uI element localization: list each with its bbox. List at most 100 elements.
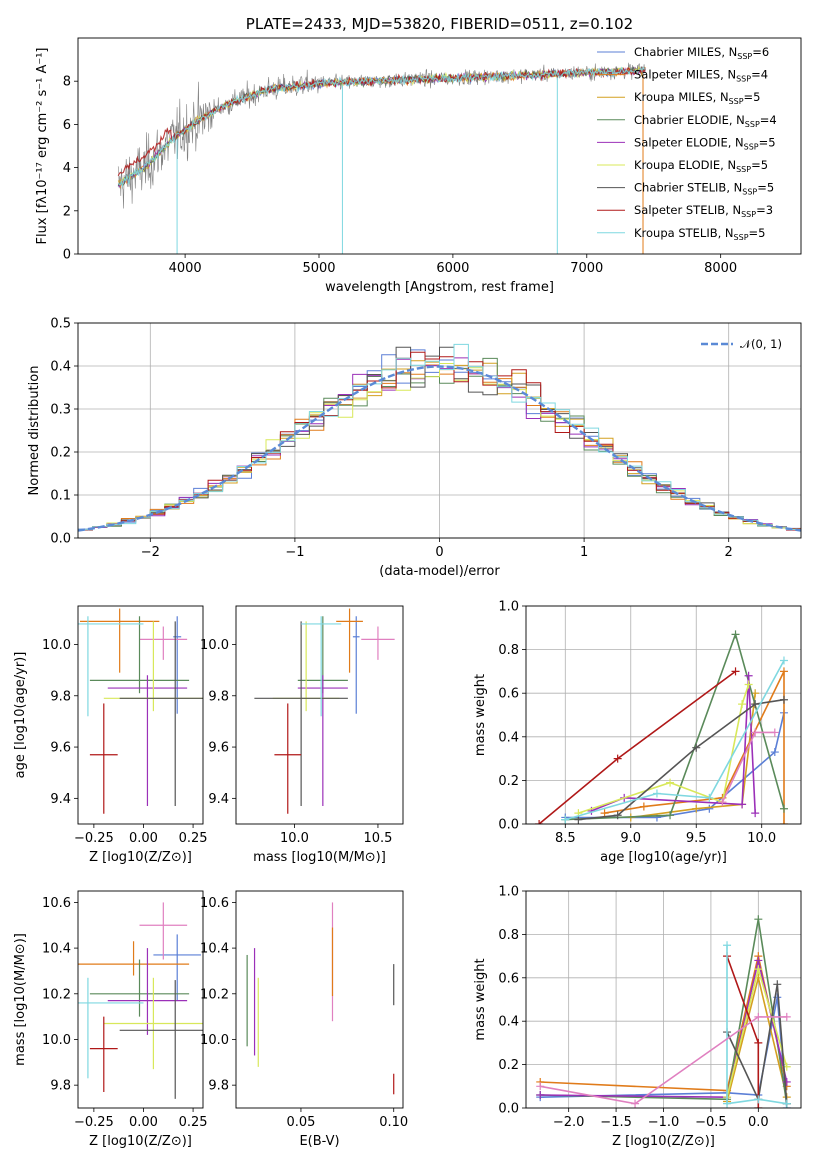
weight-marker (652, 813, 661, 822)
data-layer-5 (78, 902, 203, 1099)
x-axis-label: mass [log10(M/M⊙)] (253, 850, 386, 865)
weight-marker (779, 695, 788, 704)
x-tick-label: −1 (285, 545, 304, 560)
weight-marker (770, 728, 779, 737)
legend-n: =3 (756, 203, 773, 217)
x-tick-label: 0 (435, 545, 443, 560)
weight-marker (705, 793, 714, 802)
y-tick-label: 4 (63, 161, 71, 176)
data-layer-2 (78, 608, 203, 814)
y-axis-label: Flux [fλ10⁻¹⁷ erg cm⁻² s⁻¹ A⁻¹] (35, 48, 50, 245)
y-tick-label: 10.0 (42, 1033, 71, 1048)
x-tick-label: −2.0 (553, 1115, 585, 1130)
weight-marker (705, 804, 714, 813)
weight-marker (574, 815, 583, 824)
x-tick-label: 0.00 (129, 1115, 158, 1130)
y-tick-label: 0.6 (498, 687, 519, 702)
legend-entry: Kroupa ELODIE, NSSP=5 (634, 158, 768, 174)
weight-marker (666, 811, 675, 820)
weight-marker (666, 778, 675, 787)
weight-marker (723, 1099, 732, 1108)
x-tick-label: 9.5 (686, 831, 707, 846)
panel-5: −0.25 0.00 0.25 9.8 10.0 10.2 10.4 10.6 Z [log10… (13, 890, 208, 1149)
weight-marker (779, 804, 788, 813)
x-tick-label: −0.25 (74, 831, 114, 846)
y-tick-label: 10.4 (200, 942, 229, 957)
legend-model: Kroupa MILES, N (634, 90, 729, 104)
weight-marker (751, 700, 760, 709)
x-axis-label: (data-model)/error (379, 564, 500, 579)
data-layer-3 (254, 608, 395, 814)
weight-line-4 (591, 675, 756, 814)
y-axis-label: Normed distribution (27, 366, 42, 496)
weight-marker (782, 1099, 791, 1108)
panel-7: −2.0 −1.5 −1.0 −0.5 0.0 0.0 0.2 0.4 0.6 0.8 1.0 Z [… (473, 885, 802, 1149)
x-tick-label: 5000 (302, 261, 335, 276)
legend-model: Salpeter MILES, N (634, 68, 736, 82)
legend-sub: SSP (742, 188, 757, 197)
y-tick-label: 9.8 (50, 1079, 71, 1094)
x-tick-label: −2 (141, 545, 160, 560)
weight-marker (536, 1090, 545, 1099)
y-tick-label: 0.8 (498, 643, 519, 658)
model-spectrum-7 (117, 66, 646, 176)
weight-marker (613, 754, 622, 763)
x-tick-label: −0.25 (74, 1115, 114, 1130)
legend-n: =5 (759, 135, 776, 149)
legend-model: Chabrier ELODIE, N (634, 113, 745, 127)
model-spectrum-3 (118, 67, 646, 187)
y-tick-label: 10.0 (42, 638, 71, 653)
y-tick-label: 1.0 (498, 600, 519, 615)
y-tick-label: 10.6 (42, 896, 71, 911)
y-tick-label: 10.0 (200, 1033, 229, 1048)
axes-frame (235, 890, 404, 1109)
weight-marker (639, 802, 648, 811)
y-tick-label: 0.4 (50, 360, 71, 375)
x-tick-label: 10.0 (747, 831, 776, 846)
x-tick-label: 10.0 (280, 831, 309, 846)
weight-marker (731, 667, 740, 676)
y-tick-label: 10.2 (200, 987, 229, 1002)
weight-marker (600, 809, 609, 818)
x-tick-label: −1.0 (648, 1115, 680, 1130)
gaussian-reference-curve (78, 365, 801, 532)
weight-marker (779, 820, 788, 824)
legend-sub: SSP (737, 52, 752, 61)
legend-model: Kroupa STELIB, N (634, 226, 734, 240)
weight-line-8 (565, 660, 785, 821)
weight-marker (751, 809, 760, 818)
legend-model: Salpeter ELODIE, N (634, 135, 744, 149)
x-tick-label: 1 (580, 545, 588, 560)
panel-3: 10.0 10.5 9.4 9.6 9.8 10.0 mass [log10(M/M⊙)] (200, 605, 404, 865)
weight-marker (718, 798, 727, 807)
legend-sub: SSP (741, 210, 756, 219)
y-tick-label: 10.4 (42, 942, 71, 957)
legend-sub: SSP (744, 142, 759, 151)
legend-n: =6 (752, 45, 769, 59)
x-axis-label: age [log10(age/yr)] (600, 850, 727, 865)
y-tick-label: 10.0 (200, 638, 229, 653)
weight-marker (723, 941, 732, 950)
x-tick-label: 10.5 (363, 831, 392, 846)
data-layer-6 (246, 902, 395, 1095)
panel-0: 4000 5000 6000 7000 8000 0 2 4 6 8 wavelength [Ang… (35, 37, 802, 295)
y-tick-label: 0.2 (498, 1058, 519, 1073)
panel-1: −2 −1 0 1 2 0.0 0.1 0.2 0.3 0.4 0.5 (data-model)/er… (27, 317, 802, 579)
weight-marker (773, 980, 782, 989)
weight-marker (754, 1095, 763, 1104)
y-tick-label: 0.2 (498, 774, 519, 789)
axes-frame (235, 605, 404, 825)
y-tick-label: 9.4 (50, 792, 71, 807)
legend-sub: SSP (729, 97, 744, 106)
y-tick-label: 9.6 (50, 741, 71, 756)
weight-line-2 (630, 693, 756, 819)
weight-marker (754, 915, 763, 924)
legend-entry: Chabrier ELODIE, NSSP=4 (634, 113, 777, 129)
weight-marker (692, 743, 701, 752)
y-tick-label: 0.2 (50, 446, 71, 461)
panel-2: −0.25 0.00 0.25 9.4 9.6 9.8 10.0 Z [log10(Z/Z⊙)… (13, 605, 208, 865)
legend-model: Chabrier STELIB, N (634, 181, 742, 195)
y-tick-label: 0.0 (50, 532, 71, 547)
legend-entry: Chabrier MILES, NSSP=6 (634, 45, 769, 61)
